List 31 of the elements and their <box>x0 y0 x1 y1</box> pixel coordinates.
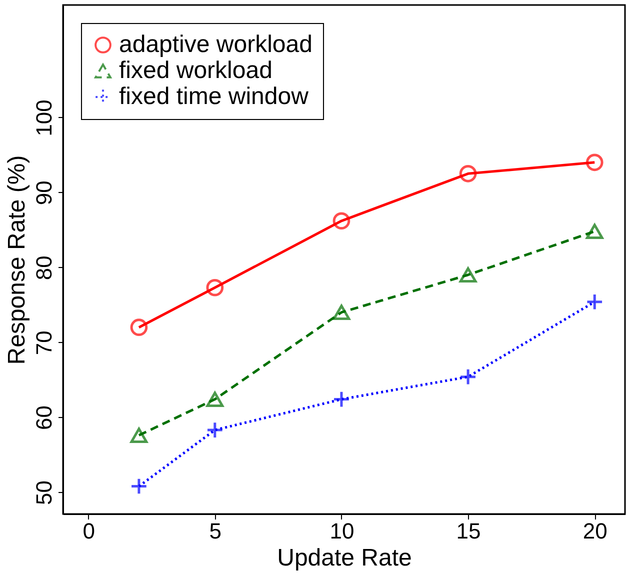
point <box>586 154 604 172</box>
point <box>206 392 224 407</box>
point <box>332 390 350 408</box>
y-tick-label: 70 <box>32 330 56 356</box>
point <box>130 428 148 443</box>
y-tick-label: 100 <box>32 100 56 136</box>
point <box>459 368 477 386</box>
x-tick-label: 15 <box>456 518 481 544</box>
point <box>459 267 477 283</box>
point <box>586 224 604 240</box>
legend-label: fixed time window <box>119 83 310 110</box>
point <box>586 293 604 311</box>
y-tick-label: 50 <box>32 480 56 506</box>
x-axis-title: Update Rate <box>277 544 412 572</box>
point <box>206 421 224 439</box>
y-tick-label: 80 <box>32 256 56 280</box>
point <box>332 304 350 320</box>
point <box>206 278 224 296</box>
x-tick-label: 10 <box>330 518 354 544</box>
x-tick-label: 20 <box>582 518 608 544</box>
point <box>130 478 148 495</box>
point <box>332 212 350 230</box>
x-tick-label: 0 <box>82 518 95 544</box>
point <box>130 318 148 336</box>
legend-label: adaptive workload <box>119 31 312 58</box>
y-tick-label: 90 <box>32 180 56 206</box>
legend-label: fixed workload <box>119 57 272 84</box>
y-tick-label: 60 <box>32 406 56 430</box>
x-tick-label: 5 <box>209 518 222 544</box>
point <box>459 165 477 182</box>
y-axis-title: Response Rate (%) <box>4 155 30 365</box>
